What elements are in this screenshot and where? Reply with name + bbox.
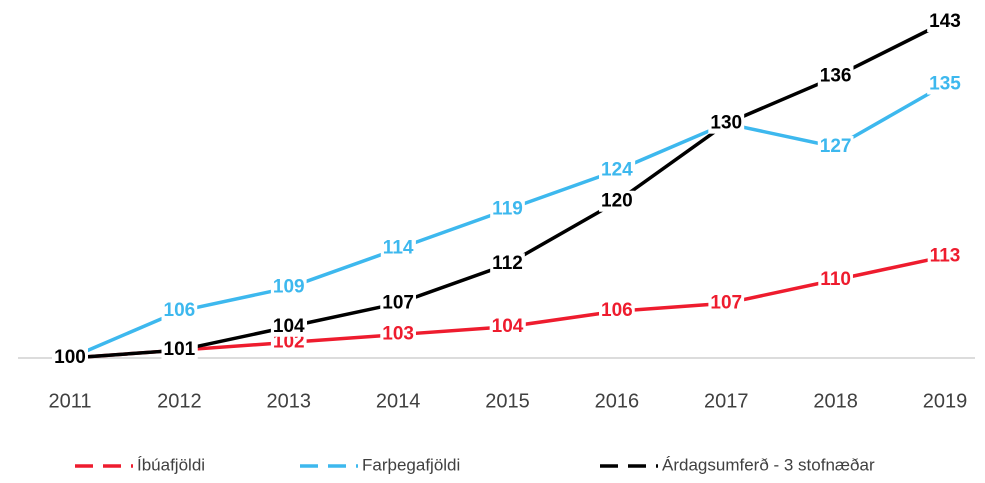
data-label: 106 — [161, 300, 198, 322]
data-label-text: 100 — [54, 347, 86, 368]
label-background — [489, 315, 526, 337]
data-label: 143 — [927, 11, 963, 33]
data-label: 104 — [270, 315, 308, 337]
data-label: 114 — [380, 237, 416, 259]
data-label: 120 — [599, 190, 635, 212]
data-label-text: 106 — [164, 300, 196, 321]
data-label-text: 107 — [710, 292, 742, 313]
data-label-text: 143 — [929, 11, 961, 32]
data-label-text: 110 — [820, 269, 851, 290]
data-label-text: 106 — [601, 300, 633, 321]
x-tick-label: 2012 — [157, 390, 202, 412]
x-tick-label: 2017 — [704, 390, 749, 412]
label-background — [817, 136, 854, 158]
data-label-text: 124 — [601, 159, 633, 180]
data-label: 130 — [708, 112, 745, 134]
data-label: 124 — [599, 159, 636, 181]
data-label-text: 107 — [382, 292, 414, 313]
label-background — [708, 112, 745, 134]
data-label-text: 114 — [383, 238, 414, 259]
label-background — [490, 198, 525, 220]
label-background — [270, 276, 307, 298]
x-tick-label: 2019 — [923, 390, 968, 412]
x-tick-label: 2016 — [595, 390, 640, 412]
data-label: 107 — [708, 292, 745, 314]
data-label-text: 130 — [710, 113, 742, 134]
label-background — [490, 253, 525, 275]
label-background — [52, 347, 88, 369]
x-tick-label: 2011 — [48, 390, 91, 412]
x-tick-label: 2018 — [813, 390, 858, 412]
x-tick-label: 2015 — [485, 390, 530, 412]
data-label-text: 104 — [492, 316, 524, 337]
label-background — [927, 245, 963, 267]
legend-label: Íbúafjöldi — [137, 455, 205, 474]
legend-label: Farþegafjöldi — [362, 455, 460, 474]
label-background — [927, 11, 963, 33]
data-label-text: 119 — [492, 199, 523, 220]
data-label-text: 113 — [930, 245, 961, 266]
data-label: 135 — [927, 73, 964, 95]
data-label-text: 127 — [820, 136, 852, 157]
label-background — [380, 237, 416, 259]
legend-label: Árdagsumferð - 3 stofnæðar — [662, 455, 875, 474]
data-label: 107 — [380, 292, 416, 314]
data-label-text: 104 — [273, 316, 305, 337]
data-label: 100 — [52, 347, 88, 369]
data-label: 109 — [270, 276, 307, 298]
label-background — [380, 292, 416, 314]
data-label: 112 — [490, 253, 525, 275]
data-label-text: 135 — [929, 74, 961, 95]
label-background — [927, 73, 964, 95]
label-background — [161, 339, 198, 361]
x-tick-label: 2013 — [267, 390, 312, 412]
data-label: 106 — [599, 300, 635, 322]
data-label-text: 112 — [492, 253, 523, 274]
data-label: 119 — [490, 198, 525, 220]
label-background — [599, 300, 635, 322]
x-tick-label: 2014 — [376, 390, 421, 412]
label-background — [270, 315, 308, 337]
data-label-text: 120 — [601, 191, 633, 212]
data-label: 127 — [817, 136, 854, 158]
data-label-text: 101 — [164, 339, 196, 360]
label-background — [599, 159, 636, 181]
data-label-text: 136 — [820, 66, 852, 87]
data-label-text: 103 — [382, 324, 414, 345]
label-background — [817, 65, 854, 87]
label-background — [599, 190, 635, 212]
data-label: 103 — [380, 323, 416, 345]
data-label: 101 — [161, 339, 198, 361]
data-label: 104 — [489, 315, 526, 337]
label-background — [818, 268, 853, 290]
data-label: 110 — [818, 268, 853, 290]
data-label-text: 109 — [273, 277, 305, 298]
data-label: 136 — [817, 65, 854, 87]
label-background — [708, 292, 745, 314]
data-label: 113 — [927, 245, 963, 267]
label-background — [161, 300, 198, 322]
label-background — [380, 323, 416, 345]
